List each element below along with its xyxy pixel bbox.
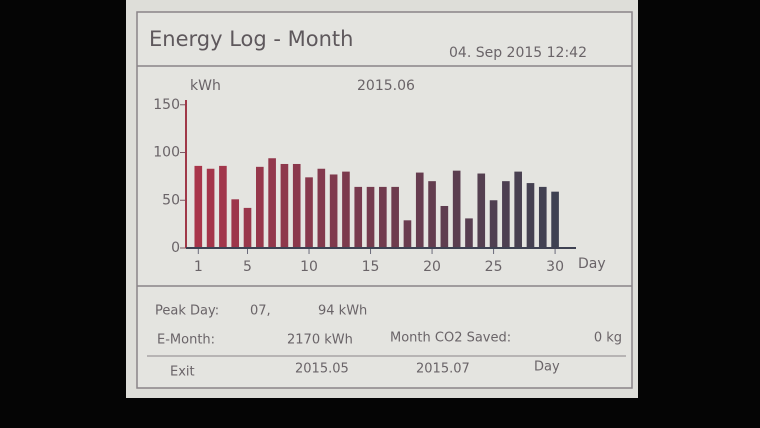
peak-day: 07, <box>250 304 271 319</box>
bar <box>379 186 387 248</box>
x-tick-label: 30 <box>546 259 564 275</box>
bar <box>452 170 461 248</box>
y-label: kWh <box>190 78 221 94</box>
peak-label: Peak Day: <box>155 304 219 319</box>
bar <box>551 191 559 248</box>
x-tick-label: 20 <box>423 259 441 275</box>
button[interactable]: 2015.05 <box>295 362 349 377</box>
title: Energy Log - Month <box>149 27 353 51</box>
co2-label: Month CO2 Saved: <box>390 331 511 346</box>
bar <box>342 171 350 248</box>
x-label: Day <box>578 256 606 272</box>
bar <box>231 199 240 248</box>
y-tick-label: 0 <box>171 240 180 256</box>
x-tick-label: 15 <box>362 259 380 275</box>
bar <box>268 158 276 248</box>
month-label: E-Month: <box>157 333 215 348</box>
bar <box>415 172 424 248</box>
bar <box>538 186 547 248</box>
button[interactable]: Day <box>534 360 560 375</box>
datetime: 04. Sep 2015 12:42 <box>449 45 587 61</box>
bar <box>489 200 498 248</box>
bar <box>440 205 449 248</box>
bar <box>194 165 203 248</box>
button[interactable]: Exit <box>170 365 195 380</box>
bar <box>329 174 338 248</box>
bar <box>280 163 289 248</box>
y-tick-label: 150 <box>153 97 180 113</box>
bar <box>354 186 363 248</box>
bar <box>428 181 436 248</box>
bar <box>219 165 227 248</box>
x-tick-label: 1 <box>194 259 203 275</box>
y-tick-label: 100 <box>153 145 180 161</box>
bar <box>391 186 399 248</box>
x-tick-label: 25 <box>485 259 503 275</box>
bar <box>477 173 486 248</box>
month-value: 2170 kWh <box>287 333 353 348</box>
peak-value: 94 kWh <box>318 304 367 319</box>
bar <box>514 171 522 248</box>
bar <box>317 168 326 248</box>
bar <box>403 220 412 248</box>
bar <box>256 166 264 248</box>
bar <box>465 218 473 248</box>
co2-value: 0 kg <box>594 331 622 346</box>
bar <box>243 207 252 248</box>
bar <box>292 163 301 248</box>
bar <box>366 186 375 248</box>
bar <box>502 181 510 248</box>
x-tick-label: 10 <box>300 259 318 275</box>
bar <box>206 168 215 248</box>
x-tick-label: 5 <box>243 259 252 275</box>
bar <box>526 183 535 248</box>
y-tick-label: 50 <box>162 192 180 208</box>
subtitle: 2015.06 <box>357 78 415 94</box>
button[interactable]: 2015.07 <box>416 362 470 377</box>
bar <box>305 177 313 248</box>
